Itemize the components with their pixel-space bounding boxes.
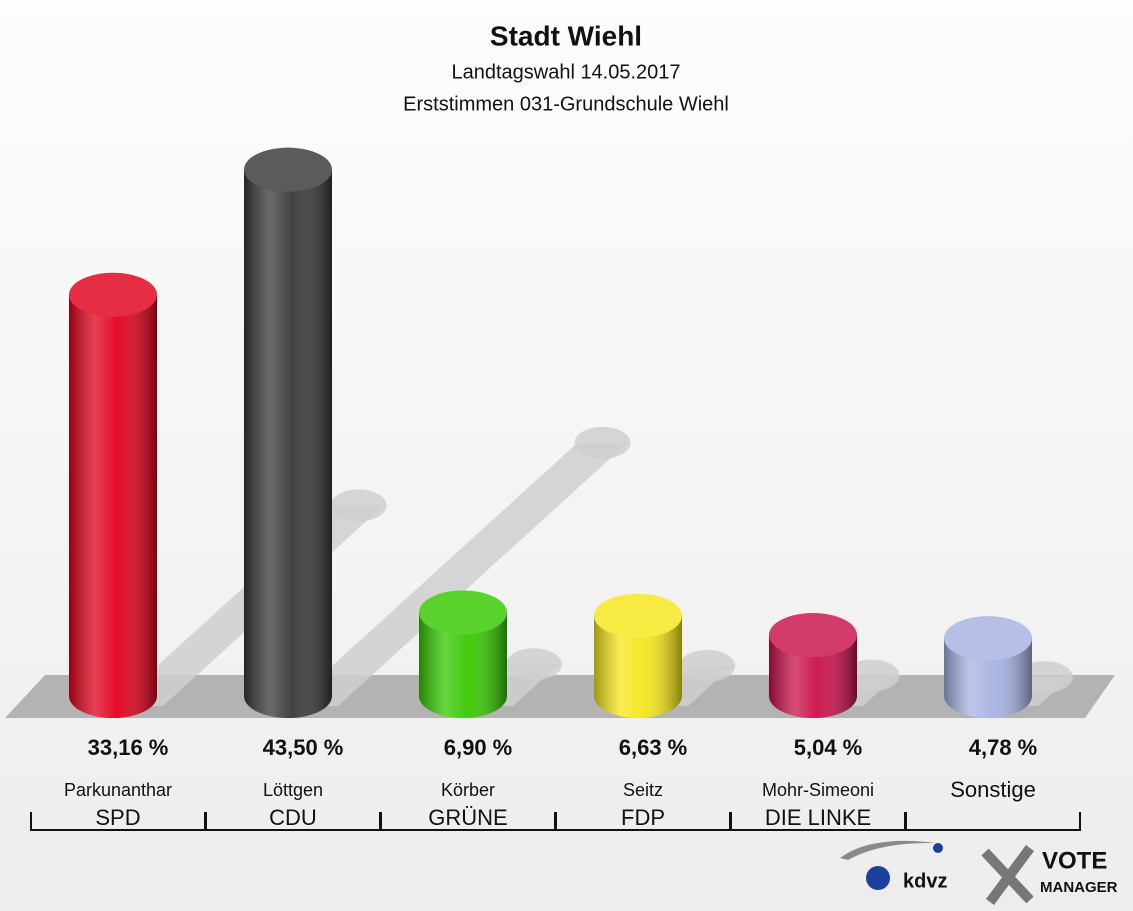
- logo-ball: [933, 843, 943, 853]
- party-label: SPD: [95, 805, 140, 830]
- logo-cross: [981, 845, 1035, 905]
- candidate-label: Parkunanthar: [64, 780, 172, 800]
- bar-cap: [69, 272, 157, 317]
- bar-cap-shade: [944, 616, 1032, 661]
- bars: [69, 147, 1032, 718]
- bar-cap-shade: [419, 590, 507, 635]
- value-label: 4,78 %: [969, 735, 1038, 760]
- bar-cap: [944, 616, 1032, 661]
- value-label: 33,16 %: [88, 735, 169, 760]
- bar-shadow: [679, 649, 736, 682]
- group-bracket: [905, 812, 1081, 831]
- party-label: GRÜNE: [428, 805, 507, 830]
- chart-subtitle: Landtagswahl 14.05.2017: [451, 61, 680, 83]
- bar-shade: [244, 169, 332, 696]
- bar-shadow: [288, 442, 628, 706]
- logo-text: kdvz: [903, 870, 947, 892]
- value-label: 6,90 %: [444, 735, 513, 760]
- value-label: 43,50 %: [263, 735, 344, 760]
- candidate-label: Sonstige: [950, 777, 1036, 802]
- logo-text: MANAGER: [1040, 879, 1118, 896]
- bar-cap: [419, 590, 507, 635]
- value-label: 6,63 %: [619, 735, 688, 760]
- chart-title: Stadt Wiehl: [490, 20, 642, 51]
- candidate-label: Seitz: [623, 780, 663, 800]
- chart-subtitle: Erststimmen 031-Grundschule Wiehl: [403, 93, 729, 115]
- candidate-label: Körber: [441, 780, 495, 800]
- bar-shade: [69, 294, 157, 696]
- bar-shadow: [330, 489, 387, 522]
- logo-ball: [866, 866, 890, 890]
- party-label: CDU: [269, 805, 317, 830]
- bar-cap: [769, 613, 857, 658]
- logo: kdvz VOTE MANAGER: [840, 840, 1118, 905]
- bar-cap: [244, 147, 332, 192]
- bar-shadow: [505, 648, 562, 681]
- candidate-label: Mohr-Simeoni: [762, 780, 874, 800]
- party-label: DIE LINKE: [765, 805, 871, 830]
- bar-cap-shade: [244, 147, 332, 192]
- logo-swoosh: [840, 840, 935, 860]
- bar-shadow: [843, 659, 900, 692]
- bar-cap-shade: [594, 593, 682, 638]
- party-label: FDP: [621, 805, 665, 830]
- candidate-label: Löttgen: [263, 780, 323, 800]
- bar-cap-shade: [769, 613, 857, 658]
- bar-cap-shade: [69, 272, 157, 317]
- value-label: 5,04 %: [794, 735, 863, 760]
- bar-shadow: [574, 426, 631, 459]
- bar-cap: [594, 593, 682, 638]
- logo-text: VOTE: [1042, 847, 1107, 874]
